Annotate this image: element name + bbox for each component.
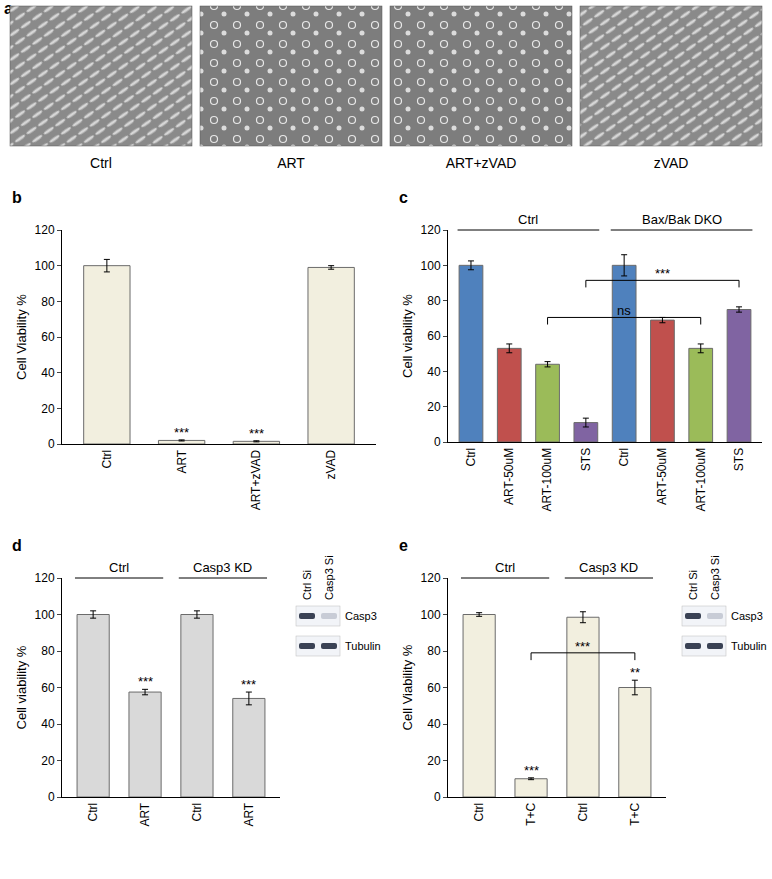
- svg-text:Casp3 KD: Casp3 KD: [579, 560, 638, 575]
- svg-text:60: 60: [427, 329, 441, 343]
- svg-text:120: 120: [421, 223, 441, 237]
- svg-text:ns: ns: [617, 303, 631, 318]
- svg-text:ART-50uM: ART-50uM: [655, 448, 669, 505]
- svg-text:0: 0: [48, 790, 55, 804]
- svg-text:***: ***: [174, 425, 189, 440]
- svg-text:***: ***: [655, 266, 670, 281]
- svg-text:Cell Viability %: Cell Viability %: [14, 294, 29, 380]
- svg-text:zVAD: zVAD: [654, 155, 689, 171]
- svg-text:***: ***: [241, 677, 256, 692]
- svg-text:Bax/Bak DKO: Bax/Bak DKO: [642, 212, 722, 227]
- svg-text:***: ***: [524, 763, 539, 778]
- svg-text:40: 40: [41, 366, 55, 380]
- svg-text:120: 120: [35, 571, 55, 585]
- svg-text:ART: ART: [175, 449, 189, 473]
- svg-text:T+C: T+C: [628, 802, 642, 825]
- svg-text:80: 80: [41, 295, 55, 309]
- svg-text:zVAD: zVAD: [324, 449, 338, 479]
- svg-text:100: 100: [35, 608, 55, 622]
- svg-text:Ctrl: Ctrl: [518, 212, 538, 227]
- svg-text:Ctrl: Ctrl: [576, 803, 590, 822]
- svg-text:Ctrl: Ctrl: [190, 803, 204, 822]
- svg-text:0: 0: [434, 790, 441, 804]
- svg-text:***: ***: [575, 639, 590, 654]
- svg-text:e: e: [399, 537, 408, 554]
- svg-text:Tubulin: Tubulin: [345, 640, 381, 652]
- svg-text:20: 20: [427, 754, 441, 768]
- svg-text:Ctrl: Ctrl: [100, 450, 114, 469]
- svg-text:120: 120: [35, 223, 55, 237]
- svg-text:STS: STS: [579, 448, 593, 471]
- svg-text:100: 100: [35, 259, 55, 273]
- svg-text:Cell Viability %: Cell Viability %: [400, 644, 415, 730]
- svg-text:100: 100: [421, 259, 441, 273]
- svg-text:20: 20: [41, 402, 55, 416]
- svg-text:60: 60: [427, 681, 441, 695]
- svg-text:20: 20: [427, 400, 441, 414]
- svg-text:Cell viability %: Cell viability %: [400, 294, 415, 378]
- svg-text:60: 60: [41, 681, 55, 695]
- svg-text:Ctrl: Ctrl: [495, 560, 515, 575]
- svg-text:ART+zVAD: ART+zVAD: [249, 449, 263, 510]
- svg-text:Casp3 Si: Casp3 Si: [709, 555, 721, 600]
- svg-text:T+C: T+C: [524, 802, 538, 825]
- svg-text:80: 80: [427, 644, 441, 658]
- svg-text:ART: ART: [277, 155, 305, 171]
- svg-text:80: 80: [41, 644, 55, 658]
- svg-text:80: 80: [427, 294, 441, 308]
- svg-text:Tubulin: Tubulin: [731, 640, 767, 652]
- svg-text:Ctrl: Ctrl: [109, 560, 129, 575]
- svg-text:0: 0: [48, 437, 55, 451]
- svg-text:Casp3 Si: Casp3 Si: [323, 555, 335, 600]
- svg-text:120: 120: [421, 571, 441, 585]
- svg-text:Ctrl: Ctrl: [90, 155, 112, 171]
- svg-text:40: 40: [41, 717, 55, 731]
- svg-text:Casp3 KD: Casp3 KD: [193, 560, 252, 575]
- svg-text:STS: STS: [732, 448, 746, 471]
- svg-text:40: 40: [427, 717, 441, 731]
- svg-text:60: 60: [41, 330, 55, 344]
- svg-text:20: 20: [41, 754, 55, 768]
- svg-text:a: a: [4, 0, 13, 17]
- svg-text:***: ***: [249, 426, 264, 441]
- svg-text:Casp3: Casp3: [731, 610, 763, 622]
- svg-text:ART+zVAD: ART+zVAD: [446, 155, 517, 171]
- svg-text:Ctrl: Ctrl: [464, 448, 478, 467]
- svg-text:Casp3: Casp3: [345, 610, 377, 622]
- svg-text:ART-100uM: ART-100uM: [694, 448, 708, 512]
- svg-text:d: d: [12, 537, 22, 554]
- svg-text:ART-50uM: ART-50uM: [502, 448, 516, 505]
- svg-text:40: 40: [427, 365, 441, 379]
- svg-text:Ctrl: Ctrl: [617, 448, 631, 467]
- svg-text:Ctrl Si: Ctrl Si: [301, 570, 313, 600]
- svg-text:***: ***: [138, 674, 153, 689]
- svg-text:**: **: [630, 665, 640, 680]
- svg-text:ART-100uM: ART-100uM: [540, 448, 554, 512]
- svg-text:b: b: [12, 189, 22, 206]
- svg-text:Ctrl Si: Ctrl Si: [687, 570, 699, 600]
- svg-text:0: 0: [434, 435, 441, 449]
- svg-text:ART: ART: [242, 802, 256, 826]
- svg-text:c: c: [399, 189, 408, 206]
- svg-text:Ctrl: Ctrl: [472, 803, 486, 822]
- svg-text:100: 100: [421, 608, 441, 622]
- svg-text:Ctrl: Ctrl: [86, 803, 100, 822]
- svg-text:ART: ART: [138, 802, 152, 826]
- svg-text:Cell viability %: Cell viability %: [14, 645, 29, 729]
